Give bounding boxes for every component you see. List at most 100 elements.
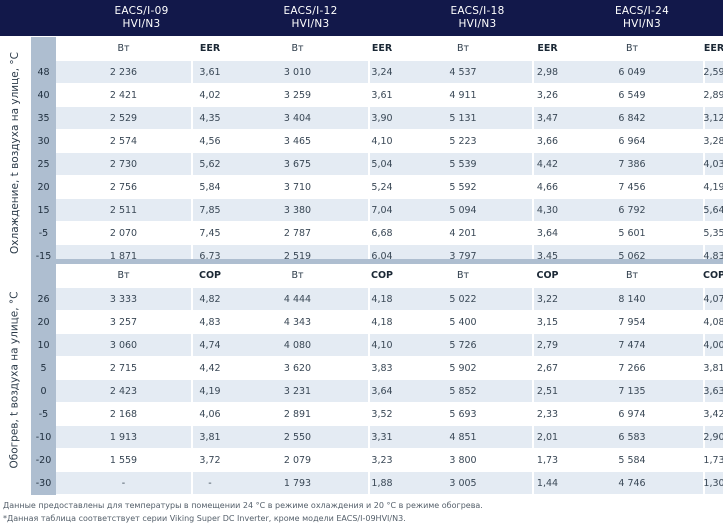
efficiency-value-cell: 3,90	[370, 107, 394, 129]
efficiency-value-cell: 5,64	[703, 199, 723, 221]
efficiency-value-cell: 4,00	[703, 334, 723, 356]
power-value-cell: 5 592	[394, 176, 532, 198]
unit-subheader: Вт	[394, 264, 532, 287]
power-value-cell: 2 891	[227, 403, 368, 425]
temperature-cell: 5	[31, 357, 56, 380]
power-value-cell: 2 070	[56, 222, 191, 244]
efficiency-value-cell: 7,45	[193, 222, 227, 244]
power-value-cell: 8 140	[561, 288, 703, 310]
power-value-cell: 5 131	[394, 107, 532, 129]
model-name: EACS/I-24	[614, 5, 670, 17]
ratio-subheader: EER	[534, 37, 561, 60]
ratio-subheader: EER	[370, 37, 394, 60]
power-value-cell: 5 022	[394, 288, 532, 310]
power-value-cell: 5 852	[394, 380, 532, 402]
efficiency-value-cell: 3,23	[370, 449, 394, 471]
power-value-cell: 4 911	[394, 84, 532, 106]
ratio-subheader: EER	[704, 37, 723, 60]
temp-column-gap	[31, 259, 56, 264]
efficiency-value-cell: 7,04	[370, 199, 394, 221]
efficiency-value-cell: 2,90	[703, 426, 723, 448]
side-label-text: Охлаждение, t воздуха на улице, °C	[9, 51, 21, 254]
efficiency-value-cell: 3,47	[534, 107, 561, 129]
efficiency-value-cell: 5,84	[193, 176, 227, 198]
model-suffix: HVI/N3	[458, 18, 497, 30]
power-value-cell: 3 380	[227, 199, 368, 221]
efficiency-value-cell: 4,02	[193, 84, 227, 106]
efficiency-value-cell: 2,51	[534, 380, 561, 402]
efficiency-value-cell: 3,81	[193, 426, 227, 448]
efficiency-value-cell: 3,12	[703, 107, 723, 129]
power-value-cell: 7 266	[561, 357, 703, 379]
efficiency-value-cell: 3,64	[370, 380, 394, 402]
section-separator	[56, 259, 723, 264]
temperature-cell: -5	[31, 222, 56, 245]
power-value-cell: 6 842	[561, 107, 703, 129]
power-value-cell: 3 257	[56, 311, 191, 333]
unit-subheader: Вт	[561, 37, 703, 60]
model-header: EACS/I-18 HVI/N3	[394, 0, 561, 36]
efficiency-value-cell: 4,19	[193, 380, 227, 402]
power-value-cell: 3 333	[56, 288, 191, 310]
power-value-cell: 4 080	[227, 334, 368, 356]
power-value-cell: 7 474	[561, 334, 703, 356]
efficiency-value-cell: 4,74	[193, 334, 227, 356]
cooling-side-label: Охлаждение, t воздуха на улице, °C	[0, 37, 30, 268]
power-value-cell: 1 793	[227, 472, 368, 494]
model-suffix: HVI/N3	[122, 18, 161, 30]
temperature-cell: 15	[31, 199, 56, 222]
power-value-cell: 3 620	[227, 357, 368, 379]
temperature-cell: -10	[31, 426, 56, 449]
power-value-cell: 4 343	[227, 311, 368, 333]
temp-subheader-cell	[31, 37, 56, 61]
efficiency-value-cell: 4,42	[534, 153, 561, 175]
power-value-cell: 4 746	[561, 472, 703, 494]
power-value-cell: 6 964	[561, 130, 703, 152]
temperature-cell: -20	[31, 449, 56, 472]
efficiency-value-cell: 5,62	[193, 153, 227, 175]
power-value-cell: 2 511	[56, 199, 191, 221]
power-value-cell: 7 954	[561, 311, 703, 333]
temperature-cell: 35	[31, 107, 56, 130]
model-name: EACS/I-12	[283, 5, 338, 17]
temperature-cell: 48	[31, 61, 56, 84]
power-value-cell: 2 529	[56, 107, 191, 129]
efficiency-value-cell: 5,35	[703, 222, 723, 244]
power-value-cell: 2 236	[56, 61, 191, 83]
efficiency-value-cell: 4,56	[193, 130, 227, 152]
temperature-cell: 30	[31, 130, 56, 153]
temperature-cell: 25	[31, 153, 56, 176]
model-header: EACS/I-09 HVI/N3	[56, 0, 227, 36]
efficiency-value-cell: 2,67	[534, 357, 561, 379]
unit-subheader: Вт	[227, 37, 368, 60]
efficiency-value-cell: 3,81	[703, 357, 723, 379]
power-value-cell: 5 693	[394, 403, 532, 425]
power-value-cell: 3 465	[227, 130, 368, 152]
footnote-1: Данные предоставлены для температуры в п…	[3, 501, 483, 510]
power-value-cell: 1 559	[56, 449, 191, 471]
power-value-cell: 3 404	[227, 107, 368, 129]
model-suffix: HVI/N3	[291, 18, 330, 30]
efficiency-value-cell: 2,33	[534, 403, 561, 425]
power-value-cell: 3 259	[227, 84, 368, 106]
power-value-cell: 1 913	[56, 426, 191, 448]
power-value-cell: 4 201	[394, 222, 532, 244]
power-value-cell: 3 710	[227, 176, 368, 198]
efficiency-value-cell: 1,73	[534, 449, 561, 471]
power-value-cell: 2 423	[56, 380, 191, 402]
power-value-cell: 6 974	[561, 403, 703, 425]
efficiency-value-cell: 4,18	[370, 311, 394, 333]
power-value-cell: 5 584	[561, 449, 703, 471]
efficiency-value-cell: 1,88	[370, 472, 394, 494]
efficiency-value-cell: 4,42	[193, 357, 227, 379]
model-header: EACS/I-24 HVI/N3	[561, 0, 723, 36]
power-value-cell: -	[56, 472, 191, 494]
efficiency-value-cell: 4,18	[370, 288, 394, 310]
power-value-cell: 5 223	[394, 130, 532, 152]
header-corner	[0, 0, 56, 36]
temp-subheader-cell	[31, 264, 56, 288]
power-value-cell: 3 800	[394, 449, 532, 471]
efficiency-value-cell: 4,19	[703, 176, 723, 198]
efficiency-value-cell: 5,24	[370, 176, 394, 198]
efficiency-value-cell: 4,82	[193, 288, 227, 310]
